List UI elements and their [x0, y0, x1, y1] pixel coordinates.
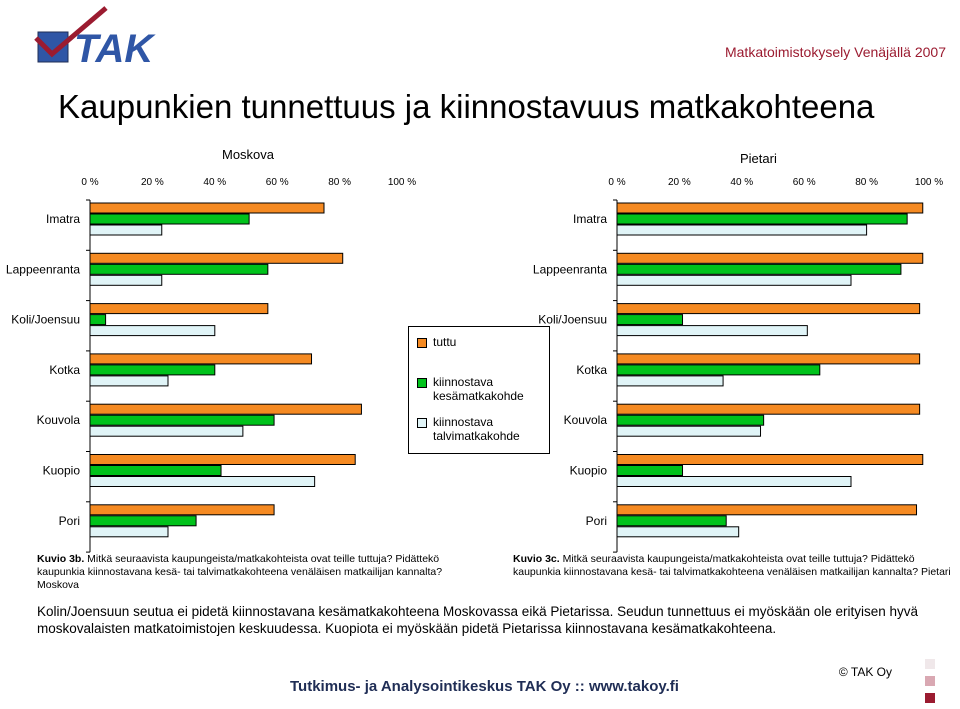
- category-label: Kuopio: [43, 464, 81, 478]
- bar-kesa: [89, 515, 197, 527]
- bar-kesa: [89, 314, 107, 326]
- category-label: Koli/Joensuu: [11, 313, 80, 327]
- caption-moskova-text: Mitkä seuraavista kaupungeista/matkakoht…: [37, 553, 443, 591]
- bar-kesa: [89, 364, 216, 376]
- x-tick-label: 60 %: [266, 177, 289, 188]
- page-title: Kaupunkien tunnettuus ja kiinnostavuus m…: [58, 88, 875, 125]
- bar-tuttu: [89, 353, 313, 365]
- bar-tuttu: [616, 202, 924, 214]
- legend-label-kesa: kiinnostava kesämatkakohde: [433, 375, 524, 403]
- category-label: Lappeenranta: [6, 262, 80, 276]
- caption-pietari: Kuvio 3c. Mitkä seuraavista kaupungeista…: [513, 553, 958, 579]
- bar-tuttu: [89, 504, 275, 516]
- bar-talvi: [616, 224, 868, 236]
- x-tick-label: 0 %: [81, 177, 98, 188]
- bar-kesa: [616, 364, 821, 376]
- x-tick-label: 20 %: [668, 177, 691, 188]
- category-label: Kuopio: [570, 464, 608, 478]
- legend-swatch-tuttu: [417, 338, 427, 348]
- bar-kesa: [616, 515, 727, 527]
- bar-tuttu: [616, 252, 924, 264]
- category-label: Kotka: [576, 363, 607, 377]
- caption-pietari-label: Kuvio 3c.: [513, 553, 560, 565]
- x-tick-label: 100 %: [388, 177, 416, 188]
- bar-tuttu: [616, 454, 924, 465]
- svg-text:TAK: TAK: [74, 27, 156, 71]
- survey-title: Matkatoimistokysely Venäjällä 2007: [724, 44, 946, 60]
- bar-charts: 0 % 20 % 40 % 60 % 80 % 100 % Imatra Lappeenran…: [6, 177, 943, 553]
- bar-talvi: [616, 425, 762, 437]
- bar-talvi: [89, 526, 169, 538]
- panel-title-pietari: Pietari: [740, 151, 777, 166]
- caption-moskova-label: Kuvio 3b.: [37, 553, 85, 565]
- category-label: Lappeenranta: [533, 262, 607, 276]
- decor-square-2: [925, 676, 935, 686]
- bar-kesa: [616, 414, 765, 426]
- tak-logo: TAK: [34, 6, 156, 71]
- summary-text: Kolin/Joensuun seutua ei pidetä kiinnost…: [37, 604, 919, 636]
- bar-kesa: [616, 263, 902, 275]
- x-tick-label: 60 %: [793, 177, 816, 188]
- copyright: © TAK Oy: [838, 665, 892, 679]
- x-tick-label: 20 %: [141, 177, 164, 188]
- bar-talvi: [89, 224, 163, 236]
- bar-kesa: [89, 465, 222, 476]
- bar-kesa: [89, 414, 275, 426]
- bar-tuttu: [89, 303, 269, 315]
- category-label: Imatra: [46, 212, 80, 226]
- x-tick-label: 0 %: [608, 177, 625, 188]
- legend-item-kesa: kiinnostava kesämatkakohde: [417, 375, 527, 403]
- footer-text: Tutkimus- ja Analysointikeskus TAK Oy ::…: [290, 678, 679, 695]
- legend-label-talvi: kiinnostava talvimatkakohde: [433, 415, 520, 443]
- decor-square-3: [925, 693, 935, 703]
- legend-swatch-talvi: [417, 418, 427, 428]
- bar-talvi: [89, 325, 216, 337]
- bar-tuttu: [89, 202, 325, 214]
- category-label: Pori: [586, 514, 607, 528]
- x-tick-label: 80 %: [855, 177, 878, 188]
- bar-tuttu: [89, 403, 362, 415]
- bar-tuttu: [89, 454, 356, 465]
- legend-label-tuttu: tuttu: [433, 335, 457, 349]
- bar-talvi: [616, 375, 724, 387]
- x-tick-label: 100 %: [915, 177, 943, 188]
- category-label: Kouvola: [564, 413, 608, 427]
- bar-tuttu: [616, 504, 918, 516]
- category-label: Imatra: [573, 212, 607, 226]
- legend-swatch-kesa: [417, 378, 427, 388]
- bar-kesa: [616, 213, 908, 225]
- bar-kesa: [89, 263, 269, 275]
- legend: tuttu kiinnostava kesämatkakohde kiinnos…: [408, 326, 550, 454]
- panel-title-moskova: Moskova: [222, 147, 275, 162]
- bar-tuttu: [616, 353, 921, 365]
- caption-moskova: Kuvio 3b. Mitkä seuraavista kaupungeista…: [37, 553, 447, 592]
- bar-talvi: [616, 476, 852, 487]
- bar-tuttu: [89, 252, 344, 264]
- category-label: Pori: [59, 514, 80, 528]
- bar-kesa: [616, 314, 684, 326]
- bar-kesa: [89, 213, 250, 225]
- bar-talvi: [616, 526, 740, 538]
- bar-talvi: [89, 476, 316, 487]
- bar-tuttu: [616, 403, 921, 415]
- category-label: Koli/Joensuu: [538, 313, 607, 327]
- caption-pietari-text: Mitkä seuraavista kaupungeista/matkakoht…: [513, 553, 951, 578]
- legend-item-tuttu: tuttu: [417, 335, 456, 349]
- decor-square-1: [925, 659, 935, 669]
- bar-talvi: [89, 274, 163, 286]
- x-tick-label: 80 %: [328, 177, 351, 188]
- category-label: Kotka: [49, 363, 80, 377]
- bar-talvi: [616, 274, 852, 286]
- x-tick-label: 40 %: [730, 177, 753, 188]
- bar-talvi: [616, 325, 808, 337]
- category-label: Kouvola: [37, 413, 81, 427]
- legend-item-talvi: kiinnostava talvimatkakohde: [417, 415, 527, 443]
- bar-tuttu: [616, 303, 921, 315]
- x-tick-label: 40 %: [203, 177, 226, 188]
- bar-talvi: [89, 375, 169, 387]
- bar-talvi: [89, 425, 244, 437]
- bar-kesa: [616, 465, 684, 476]
